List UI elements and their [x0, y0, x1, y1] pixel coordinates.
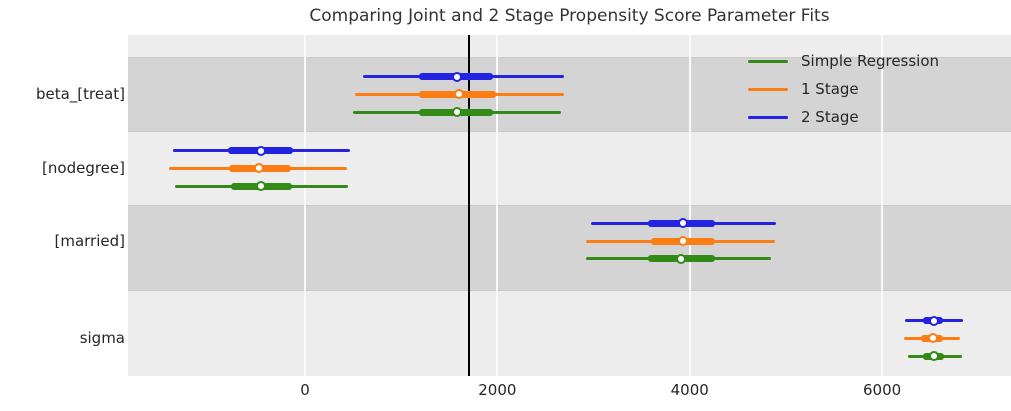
legend-label: Simple Regression [801, 52, 940, 70]
point-estimate-marker [256, 145, 267, 156]
point-estimate-marker [678, 218, 688, 229]
x-gridline [303, 35, 306, 376]
point-estimate-marker [929, 351, 940, 361]
x-gridline [881, 35, 884, 376]
x-tick-label: 0 [300, 381, 310, 399]
y-axis-label: sigma [79, 329, 125, 348]
point-estimate-marker [678, 236, 688, 246]
x-gridline [688, 35, 691, 376]
plot-band-dark [128, 57, 1011, 132]
point-estimate-marker [928, 333, 939, 344]
point-estimate-marker [451, 71, 462, 82]
plot-area: Simple Regression 1 Stage 2 Stage [128, 35, 1011, 376]
reference-line [467, 35, 470, 376]
legend-label: 1 Stage [801, 80, 859, 98]
x-gridline [496, 35, 499, 376]
legend-item-simple-regression: Simple Regression [748, 47, 939, 75]
legend-line-swatch [748, 59, 788, 63]
legend: Simple Regression 1 Stage 2 Stage [748, 47, 939, 131]
x-tick-label: 4000 [670, 381, 709, 399]
legend-label: 2 Stage [801, 108, 859, 126]
plot-band-light [128, 291, 1011, 376]
x-tick-label: 6000 [863, 381, 902, 399]
legend-line-swatch [748, 87, 788, 91]
point-estimate-marker [451, 107, 462, 117]
legend-item-2-stage: 2 Stage [748, 103, 939, 131]
legend-line-swatch [748, 115, 788, 119]
point-estimate-marker [454, 89, 465, 100]
point-estimate-marker [929, 315, 940, 326]
point-estimate-marker [256, 181, 267, 191]
legend-item-1-stage: 1 Stage [748, 75, 939, 103]
point-estimate-marker [254, 163, 265, 174]
plot-band-light [128, 35, 1011, 57]
x-tick-label: 2000 [478, 381, 517, 399]
y-axis-label: beta_[treat] [35, 85, 125, 104]
point-estimate-marker [675, 253, 686, 264]
chart-title: Comparing Joint and 2 Stage Propensity S… [309, 6, 830, 26]
y-axis-label: [married] [54, 232, 126, 250]
y-axis-label: [nodegree] [42, 159, 125, 178]
plot-band-dark [128, 205, 1011, 291]
